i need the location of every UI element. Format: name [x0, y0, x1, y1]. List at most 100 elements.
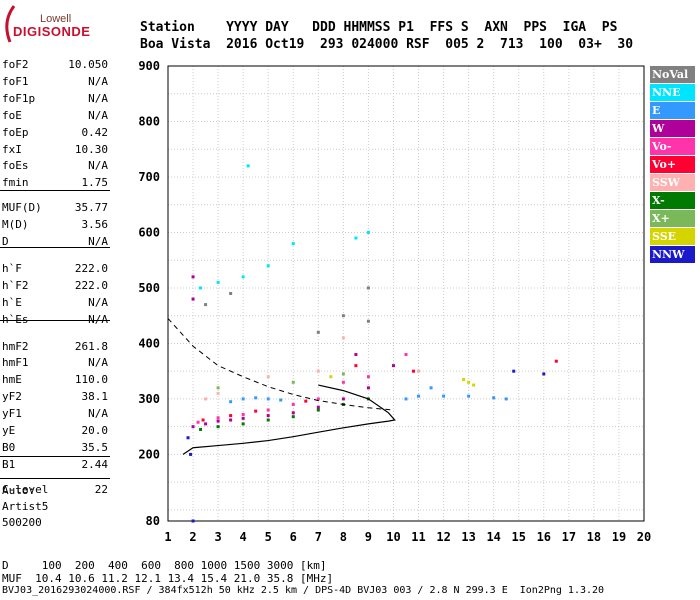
param-row: h`F 222.0: [2, 262, 108, 278]
data-point: [554, 359, 558, 363]
data-point: [254, 396, 258, 400]
auto-artist: Artist5: [2, 500, 49, 513]
param-row: foE N/A: [2, 109, 108, 125]
x-tick-label: 11: [411, 530, 425, 544]
param-value: 2.44: [81, 457, 109, 471]
param-label: yF1: [2, 407, 22, 421]
data-point: [316, 369, 320, 373]
data-point: [241, 275, 245, 279]
data-point: [241, 412, 245, 416]
data-point: [266, 264, 270, 268]
data-point: [216, 419, 220, 423]
data-point: [417, 394, 421, 398]
param-label: foF1: [2, 74, 29, 88]
data-point: [504, 397, 508, 401]
param-label: foEp: [2, 125, 29, 139]
ionogram-chart: 1 2 3 4 5 6 7 8 9 10 11 12 13 14 15 16 17 18 19 20802003004…: [138, 59, 651, 544]
separator: [0, 190, 110, 191]
data-point: [229, 292, 233, 295]
param-value: 110.0: [74, 373, 108, 387]
data-point: [204, 422, 208, 426]
data-point: [316, 408, 320, 412]
y-tick-label: 700: [138, 170, 160, 184]
data-point: [266, 418, 270, 422]
dashed-curve: [167, 318, 394, 411]
data-point: [316, 405, 320, 409]
param-label: hmF2: [2, 339, 29, 353]
param-row: B1 2.44: [2, 458, 108, 474]
param-row: h`F2 222.0: [2, 279, 108, 295]
data-point: [216, 416, 220, 420]
data-point: [304, 399, 308, 403]
header-line-1: Station YYYY DAY DDD HHMMSS P1 FFS S AXN…: [140, 20, 618, 35]
param-label: fmin: [2, 176, 29, 190]
y-tick-label: 500: [138, 281, 160, 295]
data-point: [204, 303, 208, 307]
param-label: yF2: [2, 390, 22, 404]
footer-line: BVJ03_2016293024000.RSF / 384fx512h 50 k…: [2, 585, 605, 596]
data-point: [266, 414, 270, 418]
param-row: B0 35.5: [2, 441, 108, 457]
param-label: D: [2, 235, 9, 248]
param-label: yE: [2, 424, 16, 437]
distance-line: D 100 200 400 600 800 1000 1500 3000 [km…: [2, 559, 327, 572]
data-point: [216, 280, 220, 284]
x-tick-label: 2: [189, 530, 196, 544]
legend-item: E: [650, 102, 695, 119]
param-label: h`E: [2, 295, 22, 309]
data-point: [241, 422, 245, 426]
param-row: h`Es N/A: [2, 313, 108, 329]
param-value: 38.1: [81, 390, 109, 404]
data-point: [266, 375, 270, 379]
header-line-2: Boa Vista 2016 Oct19 293 024000 RSF 005 …: [140, 37, 634, 52]
x-tick-label: 7: [315, 530, 322, 544]
separator: [0, 320, 110, 321]
data-point: [366, 319, 370, 323]
data-point: [354, 236, 358, 240]
data-point: [404, 397, 408, 401]
legend-item: X+: [650, 210, 695, 227]
param-label: foEs: [2, 159, 29, 173]
param-value: 261.8: [74, 339, 108, 353]
param-label: MUF(D): [2, 201, 42, 215]
param-row: fmin 1.75: [2, 176, 108, 192]
y-tick-label: 80: [146, 514, 160, 528]
data-point: [467, 394, 471, 398]
param-row: hmF1 N/A: [2, 356, 108, 372]
data-point: [366, 286, 370, 290]
data-point: [404, 353, 408, 357]
legend-item: SSE: [650, 228, 695, 245]
param-label: fxI: [2, 142, 22, 156]
data-point: [196, 420, 200, 424]
x-tick-label: 18: [587, 530, 601, 544]
y-tick-label: 300: [138, 392, 160, 406]
x-tick-label: 8: [340, 530, 347, 544]
param-label: foF1p: [2, 91, 36, 105]
data-point: [442, 394, 446, 398]
data-point: [241, 416, 245, 420]
logo-main-text: DIGISONDE: [13, 24, 91, 39]
x-tick-label: 10: [386, 530, 400, 544]
data-point: [186, 436, 190, 440]
data-point: [279, 398, 283, 402]
param-value: 1.75: [81, 176, 109, 190]
data-point: [417, 369, 421, 373]
data-point: [191, 275, 195, 279]
x-tick-label: 15: [512, 530, 526, 544]
x-tick-label: 19: [612, 530, 626, 544]
muf-line: MUF 10.4 10.6 11.2 12.1 13.4 15.4 21.0 3…: [2, 572, 334, 585]
data-point: [366, 230, 370, 234]
data-point: [266, 397, 270, 401]
param-row: foEp 0.42: [2, 126, 108, 142]
data-point: [329, 375, 333, 379]
param-value: N/A: [88, 312, 108, 326]
data-point: [204, 397, 208, 401]
data-point: [201, 418, 205, 422]
data-point: [191, 425, 195, 429]
param-row: fxI 10.30: [2, 143, 108, 159]
x-tick-label: 16: [537, 530, 551, 544]
separator: [0, 456, 110, 457]
auto-label: Auto:: [2, 484, 36, 497]
param-label: C-level: [2, 482, 49, 496]
data-point: [341, 372, 345, 376]
